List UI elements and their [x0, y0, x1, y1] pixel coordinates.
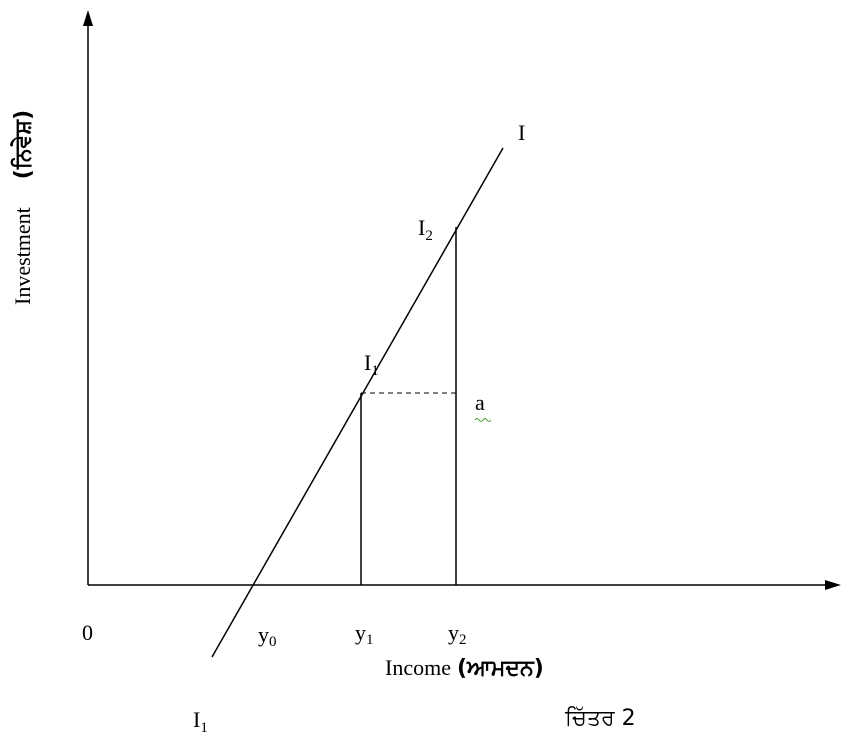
i1-sub: 1: [371, 363, 379, 379]
bottom-i1-label: I1: [193, 707, 208, 736]
y0-sub: 0: [269, 634, 277, 650]
x-axis-arrow: [825, 580, 841, 590]
line-label: I: [518, 120, 525, 145]
y-axis-english: Investment: [10, 207, 35, 305]
origin-label: 0: [82, 620, 93, 645]
i2-label: I2: [418, 215, 433, 244]
bottom-i1-base: I: [193, 707, 200, 732]
y-axis-arrow: [83, 10, 93, 26]
y2-sub: 2: [459, 632, 467, 648]
y1-base: y: [355, 620, 366, 645]
y2-base: y: [448, 620, 459, 645]
y1-sub: 1: [366, 632, 374, 648]
y1-label: y1: [355, 620, 374, 648]
y2-label: y2: [448, 620, 467, 648]
y-axis-punjabi: (ਨਿਵੇਸ਼): [9, 110, 36, 179]
y0-label: y0: [258, 622, 277, 650]
y0-base: y: [258, 622, 269, 647]
spell-underline: [474, 418, 492, 422]
a-label: a: [475, 390, 485, 415]
x-axis-label: Income (ਆਮਦਨ): [385, 655, 544, 681]
x-axis-english: Income: [385, 655, 451, 680]
x-axis-punjabi: (ਆਮਦਨ): [457, 656, 544, 681]
i2-sub: 2: [425, 228, 433, 244]
bottom-i1-sub: 1: [200, 720, 208, 736]
i1-label: I1: [364, 350, 379, 379]
caption: ਚਿੱਤਰ 2: [564, 706, 636, 731]
investment-line: [211, 147, 504, 658]
y-axis-label: Investment (ਨਿਵੇਸ਼): [9, 110, 36, 305]
i2-base: I: [418, 215, 425, 240]
i1-base: I: [364, 350, 371, 375]
